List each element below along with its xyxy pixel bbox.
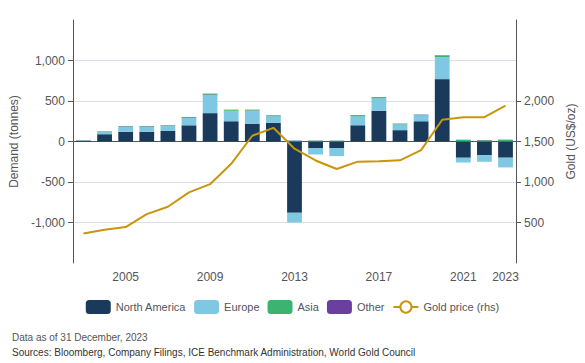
svg-text:Demand (tonnes): Demand (tonnes) [7, 95, 21, 188]
svg-text:2,000: 2,000 [524, 94, 554, 108]
svg-text:2021: 2021 [450, 270, 477, 284]
svg-text:North America: North America [116, 301, 187, 313]
svg-text:2017: 2017 [366, 270, 393, 284]
svg-text:2009: 2009 [197, 270, 224, 284]
svg-text:Asia: Asia [298, 301, 320, 313]
svg-text:-1,000: -1,000 [31, 216, 65, 230]
svg-text:1,000: 1,000 [35, 54, 65, 68]
svg-text:2023: 2023 [492, 270, 519, 284]
svg-text:500: 500 [524, 216, 544, 230]
svg-text:2013: 2013 [281, 270, 308, 284]
svg-text:Data as of 31 December, 2023: Data as of 31 December, 2023 [12, 332, 148, 343]
svg-text:-500: -500 [41, 175, 65, 189]
svg-text:1,500: 1,500 [524, 135, 554, 149]
svg-text:Sources: Bloomberg, Company Fi: Sources: Bloomberg, Company Filings, ICE… [12, 347, 415, 358]
svg-text:Gold price (rhs): Gold price (rhs) [423, 301, 499, 313]
svg-text:2005: 2005 [112, 270, 139, 284]
svg-text:0: 0 [58, 135, 65, 149]
svg-text:Europe: Europe [224, 301, 259, 313]
svg-text:500: 500 [45, 94, 65, 108]
svg-text:Gold (US$/oz): Gold (US$/oz) [564, 103, 578, 179]
svg-text:Other: Other [357, 301, 385, 313]
svg-text:1,000: 1,000 [524, 175, 554, 189]
